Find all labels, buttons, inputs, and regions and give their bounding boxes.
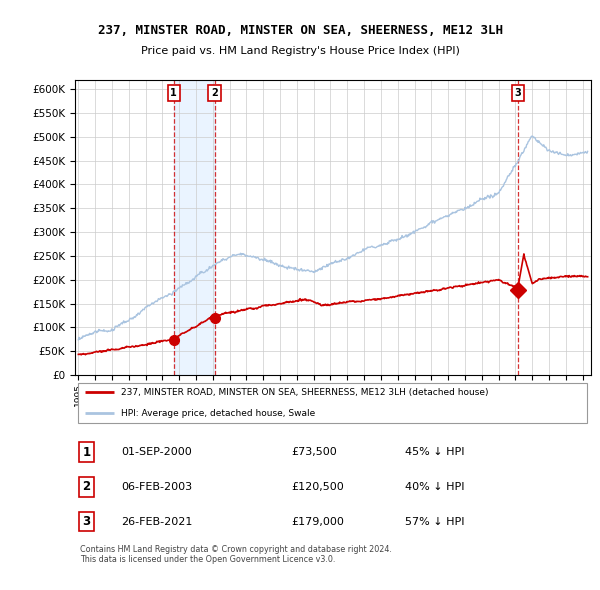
- Text: 45% ↓ HPI: 45% ↓ HPI: [405, 447, 465, 457]
- Bar: [173, 80, 215, 375]
- Text: 1: 1: [170, 88, 177, 98]
- Text: 57% ↓ HPI: 57% ↓ HPI: [405, 516, 465, 526]
- Text: £179,000: £179,000: [292, 516, 344, 526]
- Text: 3: 3: [515, 88, 521, 98]
- Text: 237, MINSTER ROAD, MINSTER ON SEA, SHEERNESS, ME12 3LH (detached house): 237, MINSTER ROAD, MINSTER ON SEA, SHEER…: [121, 388, 489, 396]
- Text: 3: 3: [82, 515, 91, 528]
- Text: Contains HM Land Registry data © Crown copyright and database right 2024.
This d: Contains HM Land Registry data © Crown c…: [80, 545, 392, 564]
- Text: 2: 2: [82, 480, 91, 493]
- Text: £120,500: £120,500: [292, 482, 344, 492]
- Text: Price paid vs. HM Land Registry's House Price Index (HPI): Price paid vs. HM Land Registry's House …: [140, 46, 460, 56]
- Text: 237, MINSTER ROAD, MINSTER ON SEA, SHEERNESS, ME12 3LH: 237, MINSTER ROAD, MINSTER ON SEA, SHEER…: [97, 24, 503, 37]
- Text: HPI: Average price, detached house, Swale: HPI: Average price, detached house, Swal…: [121, 408, 316, 418]
- Text: 40% ↓ HPI: 40% ↓ HPI: [405, 482, 465, 492]
- Text: 26-FEB-2021: 26-FEB-2021: [121, 516, 193, 526]
- Text: 01-SEP-2000: 01-SEP-2000: [121, 447, 192, 457]
- Text: 1: 1: [82, 445, 91, 458]
- Text: £73,500: £73,500: [292, 447, 337, 457]
- Text: 2: 2: [211, 88, 218, 98]
- FancyBboxPatch shape: [77, 383, 587, 422]
- Text: 06-FEB-2003: 06-FEB-2003: [121, 482, 193, 492]
